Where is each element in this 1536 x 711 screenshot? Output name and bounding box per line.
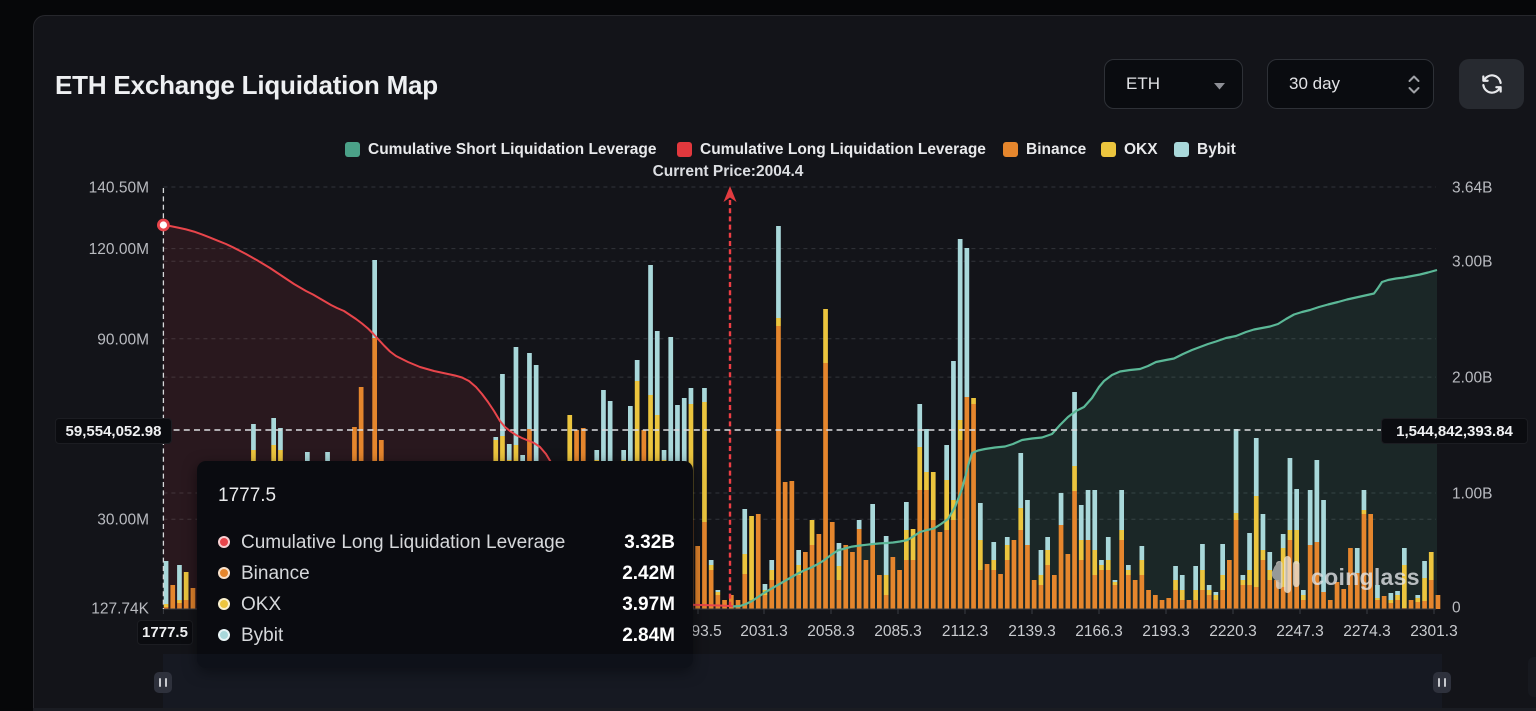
svg-text:2058.3: 2058.3 <box>807 623 854 640</box>
svg-text:30.00M: 30.00M <box>97 512 149 529</box>
svg-text:2112.3: 2112.3 <box>942 623 988 640</box>
svg-text:2193.3: 2193.3 <box>1142 623 1189 640</box>
svg-text:127.74K: 127.74K <box>91 601 149 618</box>
svg-text:2220.3: 2220.3 <box>1209 623 1256 640</box>
svg-text:2031.3: 2031.3 <box>740 623 787 640</box>
svg-text:1.00B: 1.00B <box>1452 486 1493 503</box>
svg-text:2.00B: 2.00B <box>1452 370 1493 387</box>
svg-text:140.50M: 140.50M <box>89 180 149 197</box>
svg-text:2139.3: 2139.3 <box>1008 623 1055 640</box>
svg-text:120.00M: 120.00M <box>89 241 149 258</box>
svg-text:90.00M: 90.00M <box>97 331 149 348</box>
svg-text:3.64B: 3.64B <box>1452 180 1493 197</box>
svg-text:coinglass: coinglass <box>1311 564 1420 590</box>
svg-text:3.00B: 3.00B <box>1452 254 1493 271</box>
svg-text:2274.3: 2274.3 <box>1343 623 1390 640</box>
svg-text:2301.3: 2301.3 <box>1410 623 1457 640</box>
svg-text:2085.3: 2085.3 <box>874 623 921 640</box>
svg-text:2166.3: 2166.3 <box>1075 623 1122 640</box>
svg-text:2247.3: 2247.3 <box>1276 623 1323 640</box>
svg-text:0: 0 <box>1452 600 1461 617</box>
